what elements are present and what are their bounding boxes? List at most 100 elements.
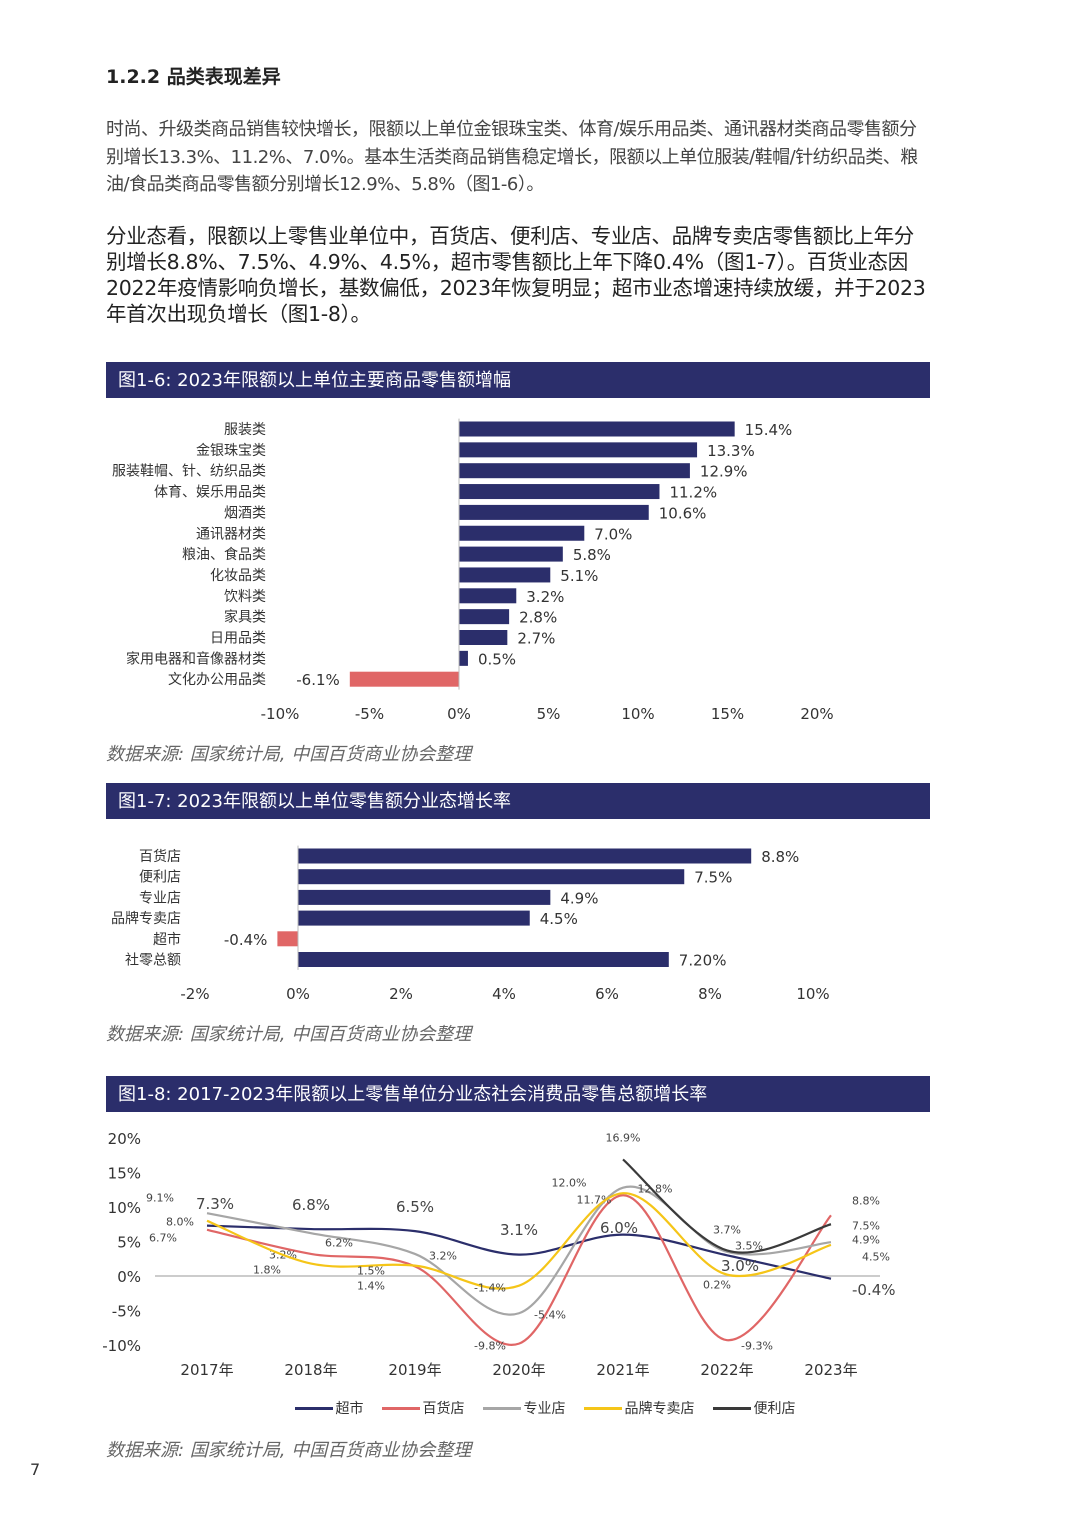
fig7-category-label: 百货店 [139, 848, 181, 865]
fig8-data-label: 3.0% [721, 1257, 759, 1275]
fig8-data-label: 6.0% [600, 1219, 638, 1237]
fig8-data-label: 7.5% [852, 1220, 880, 1233]
fig7-category-label: 品牌专卖店 [111, 910, 181, 927]
fig7-bar [298, 869, 685, 885]
fig6-x-tick: 15% [711, 705, 744, 723]
fig6-data-label: 0.5% [478, 650, 516, 668]
fig6-category-label: 金银珠宝类 [196, 443, 266, 459]
fig8-y-tick: 0% [117, 1268, 141, 1286]
fig8-data-label: 4.5% [862, 1251, 890, 1264]
fig6-data-label: 13.3% [707, 442, 755, 460]
paragraph-2: 分业态看，限额以上零售业单位中，百货店、便利店、专业店、品牌专卖店零售额比上年分… [106, 224, 926, 326]
fig6-bar [459, 650, 468, 666]
legend-label: 专业店 [523, 1401, 566, 1417]
fig8-line-百货店 [206, 1194, 832, 1346]
fig6-category-label: 家具类 [224, 609, 266, 626]
fig8-data-label: 16.9% [606, 1132, 641, 1145]
fig7-x-tick: 2% [389, 985, 413, 1003]
fig6-bar [459, 463, 690, 479]
fig8-data-label: 6.8% [292, 1196, 330, 1214]
section-title: 1.2.2 品类表现差异 [106, 66, 281, 88]
fig8-data-label: 1.8% [253, 1264, 281, 1277]
fig6-category-label: 服装类 [224, 422, 266, 438]
fig8-data-label: 9.1% [146, 1192, 174, 1205]
fig8-data-label: 3.7% [713, 1224, 741, 1237]
fig8-data-label: -9.8% [474, 1340, 506, 1353]
fig7-bar [298, 910, 530, 926]
legend-label: 品牌专卖店 [624, 1401, 695, 1417]
figure-1-7-title: 图1-7: 2023年限额以上单位零售额分业态增长率 [106, 783, 930, 819]
fig6-x-tick: 0% [447, 705, 471, 723]
fig6-category-label: 文化办公用品类 [168, 672, 266, 688]
fig6-bar [459, 525, 585, 541]
fig6-category-label: 饮料类 [224, 589, 266, 605]
legend-label: 超市 [335, 1401, 364, 1417]
fig6-x-tick: 10% [621, 705, 654, 723]
fig7-category-label: 专业店 [139, 890, 181, 906]
fig8-x-tick: 2018年 [284, 1361, 337, 1379]
figure-1-6-source: 数据来源: 国家统计局, 中国百货商业协会整理 [106, 744, 472, 765]
fig8-data-label: 3.5% [735, 1240, 763, 1253]
fig7-data-label: -0.4% [224, 931, 268, 949]
fig7-bar [298, 889, 551, 905]
fig8-data-label: -9.3% [741, 1340, 773, 1353]
fig6-data-label: 11.2% [669, 484, 717, 502]
fig8-data-label: 6.5% [396, 1198, 434, 1216]
fig6-x-tick: 20% [800, 705, 833, 723]
fig8-y-tick: 20% [108, 1130, 141, 1148]
fig8-line-专业店 [206, 1185, 832, 1316]
fig8-data-label: -5.4% [534, 1309, 566, 1322]
fig6-data-label: 5.1% [560, 567, 598, 585]
legend-item: 专业店 [482, 1398, 566, 1418]
fig7-data-label: 7.20% [679, 952, 727, 970]
legend-item: 超市 [294, 1398, 364, 1418]
fig7-x-tick: -2% [180, 985, 209, 1003]
fig6-bar [459, 504, 649, 520]
legend-swatch [381, 1406, 420, 1410]
fig8-data-label: 0.2% [703, 1279, 731, 1292]
legend-item: 品牌专卖店 [583, 1398, 695, 1418]
fig6-bar [459, 484, 660, 500]
fig6-data-label: 15.4% [745, 421, 793, 439]
fig6-data-label: 5.8% [573, 546, 611, 564]
fig6-category-label: 烟酒类 [224, 505, 266, 521]
fig6-x-tick: -10% [261, 705, 300, 723]
fig6-data-label: 7.0% [594, 525, 632, 543]
fig8-data-label: 4.9% [852, 1234, 880, 1247]
fig8-data-label: 3.2% [429, 1250, 457, 1263]
fig6-bar [349, 671, 459, 687]
fig8-line-品牌专卖店 [206, 1192, 832, 1290]
fig8-line-便利店 [622, 1158, 832, 1254]
fig8-data-label: 8.0% [166, 1216, 194, 1229]
fig7-bar [298, 848, 752, 864]
fig7-x-tick: 0% [286, 985, 310, 1003]
legend-swatch [294, 1406, 333, 1410]
fig8-x-tick: 2020年 [492, 1361, 545, 1379]
legend-label: 百货店 [422, 1401, 465, 1417]
fig8-y-tick: -10% [102, 1337, 141, 1355]
fig6-data-label: 2.7% [517, 630, 555, 648]
legend-item: 便利店 [712, 1398, 796, 1418]
fig7-category-label: 社零总额 [125, 953, 181, 969]
fig7-bar [298, 952, 669, 967]
fig6-data-label: 2.8% [519, 609, 557, 627]
legend-swatch [482, 1406, 521, 1410]
fig8-data-label: 12.8% [638, 1183, 673, 1196]
fig6-data-label: 10.6% [659, 504, 707, 522]
fig7-category-label: 超市 [153, 931, 181, 948]
fig8-x-tick: 2023年 [804, 1361, 857, 1379]
fig6-x-tick: -5% [355, 705, 384, 723]
fig8-y-tick: 15% [108, 1165, 141, 1183]
legend-label: 便利店 [753, 1401, 796, 1417]
fig6-bar [459, 567, 551, 583]
fig7-x-tick: 4% [492, 985, 516, 1003]
fig8-x-tick: 2022年 [700, 1361, 753, 1379]
fig7-data-label: 4.9% [560, 889, 598, 907]
fig7-category-label: 便利店 [139, 870, 181, 886]
fig7-x-tick: 8% [698, 985, 722, 1003]
chart-legend: 超市 百货店 专业店 品牌专卖店 便利店 [0, 1398, 1080, 1418]
fig8-y-tick: -5% [112, 1303, 141, 1321]
fig7-data-label: 8.8% [761, 848, 799, 866]
fig6-x-tick: 5% [537, 705, 561, 723]
